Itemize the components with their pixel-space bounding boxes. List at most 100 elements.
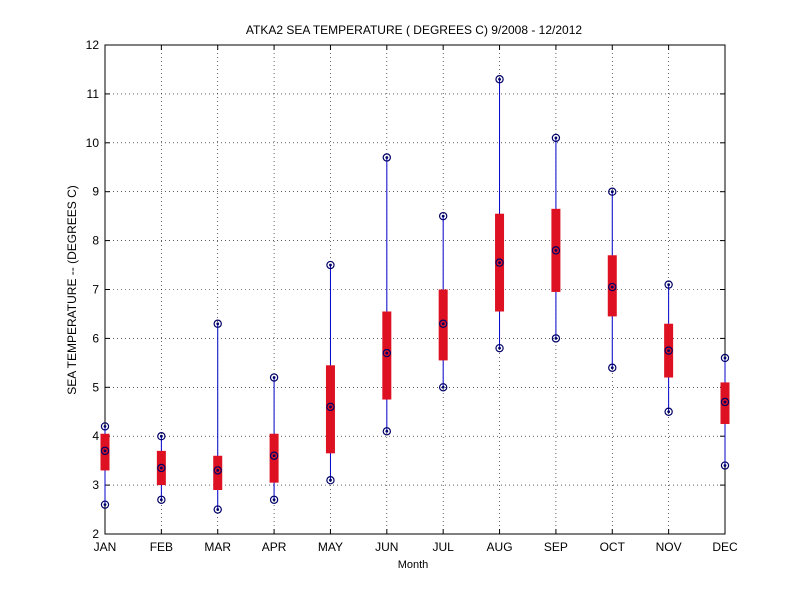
chart-title: ATKA2 SEA TEMPERATURE ( DEGREES C) 9/200… <box>246 23 582 37</box>
max-marker-dot <box>272 376 276 379</box>
min-marker-dot <box>216 508 220 511</box>
y-tick-label: 2 <box>92 527 99 541</box>
median-marker-dot <box>272 454 276 458</box>
box-oct <box>607 187 617 372</box>
min-marker-dot <box>441 385 445 389</box>
x-axis: JAN FEB MAR APR MAY JUN JUL AUG SEP OCT NOV DEC <box>94 45 738 554</box>
x-tick-label: MAY <box>318 540 343 554</box>
median-marker-dot <box>329 405 332 409</box>
max-marker <box>438 211 448 221</box>
y-tick-label: 7 <box>92 283 99 297</box>
max-marker-dot <box>159 434 163 438</box>
min-marker-dot <box>723 464 727 467</box>
min-marker-dot <box>103 503 107 507</box>
median-marker <box>495 258 504 267</box>
max-marker-dot <box>498 77 501 81</box>
min-marker <box>100 500 110 509</box>
median-marker <box>382 348 392 358</box>
grid <box>105 45 725 534</box>
median-marker-dot <box>216 469 220 472</box>
max-marker <box>495 75 504 84</box>
y-tick-label: 10 <box>86 136 100 150</box>
box-jan <box>100 422 110 509</box>
median-marker-dot <box>441 322 445 326</box>
min-marker <box>720 461 730 470</box>
min-marker-dot <box>498 346 501 350</box>
min-marker <box>438 383 448 392</box>
min-marker-dot <box>329 478 332 482</box>
y-tick-label: 5 <box>92 380 99 394</box>
iqr-box <box>325 365 335 454</box>
y-axis-label: SEA TEMPERATURE -- (DEGREES C) <box>65 185 79 395</box>
y-tick-label: 12 <box>86 38 100 52</box>
median-marker <box>326 402 335 412</box>
x-tick-label: JAN <box>94 540 117 554</box>
x-axis-label: Month <box>398 559 429 571</box>
x-tick-label: DEC <box>712 540 738 554</box>
median-marker-dot <box>159 466 163 470</box>
median-marker-dot <box>103 449 107 453</box>
y-tick-label: 8 <box>92 234 99 248</box>
median-marker-dot <box>498 261 501 265</box>
max-marker <box>157 432 166 441</box>
median-marker-dot <box>554 248 558 252</box>
y-tick-label: 6 <box>92 331 99 345</box>
box-may <box>325 260 335 485</box>
max-marker-dot <box>103 425 107 428</box>
min-marker <box>608 363 617 372</box>
max-marker <box>326 260 335 270</box>
box-jul <box>438 211 448 392</box>
min-marker-dot <box>385 429 389 433</box>
median-marker-dot <box>385 351 389 355</box>
box-sep <box>551 133 561 343</box>
median-marker <box>608 282 617 292</box>
x-tick-label: NOV <box>656 540 682 554</box>
box-mar <box>213 319 223 514</box>
min-marker <box>213 505 222 514</box>
x-tick-label: JUN <box>375 540 398 554</box>
median-marker <box>720 397 730 407</box>
min-marker-dot <box>610 366 614 370</box>
max-marker-dot <box>554 136 558 140</box>
y-tick-label: 3 <box>92 478 99 492</box>
max-marker <box>213 319 222 328</box>
min-marker <box>157 495 166 504</box>
max-marker-dot <box>329 263 332 267</box>
max-marker-dot <box>667 283 671 287</box>
min-marker-dot <box>272 498 276 502</box>
median-marker <box>551 246 561 255</box>
box-apr <box>269 373 279 504</box>
median-marker <box>269 451 279 460</box>
max-marker <box>269 373 279 382</box>
min-marker <box>326 476 335 485</box>
x-tick-label: MAR <box>204 540 231 554</box>
min-marker-dot <box>667 410 671 414</box>
median-marker-dot <box>610 285 614 289</box>
median-marker <box>213 466 222 475</box>
x-tick-label: APR <box>262 540 287 554</box>
max-marker <box>382 153 392 162</box>
max-marker-dot <box>385 156 389 159</box>
median-marker <box>100 446 110 456</box>
max-marker <box>551 133 561 143</box>
median-marker-dot <box>723 400 727 404</box>
x-tick-label: FEB <box>150 540 173 554</box>
box-feb <box>156 432 166 504</box>
box-aug <box>495 75 505 353</box>
max-marker <box>100 422 110 431</box>
y-tick-label: 9 <box>92 185 99 199</box>
x-tick-label: JUL <box>433 540 455 554</box>
max-marker-dot <box>216 322 220 326</box>
y-tick-label: 4 <box>92 429 99 443</box>
min-marker <box>269 495 279 504</box>
min-marker-dot <box>554 337 558 340</box>
box-dec <box>720 353 730 470</box>
iqr-box <box>213 455 223 490</box>
min-marker <box>495 343 504 353</box>
box-jun <box>382 153 392 436</box>
max-marker-dot <box>723 356 727 360</box>
x-tick-label: AUG <box>487 540 513 554</box>
y-tick-label: 11 <box>87 87 100 101</box>
min-marker <box>551 334 561 343</box>
